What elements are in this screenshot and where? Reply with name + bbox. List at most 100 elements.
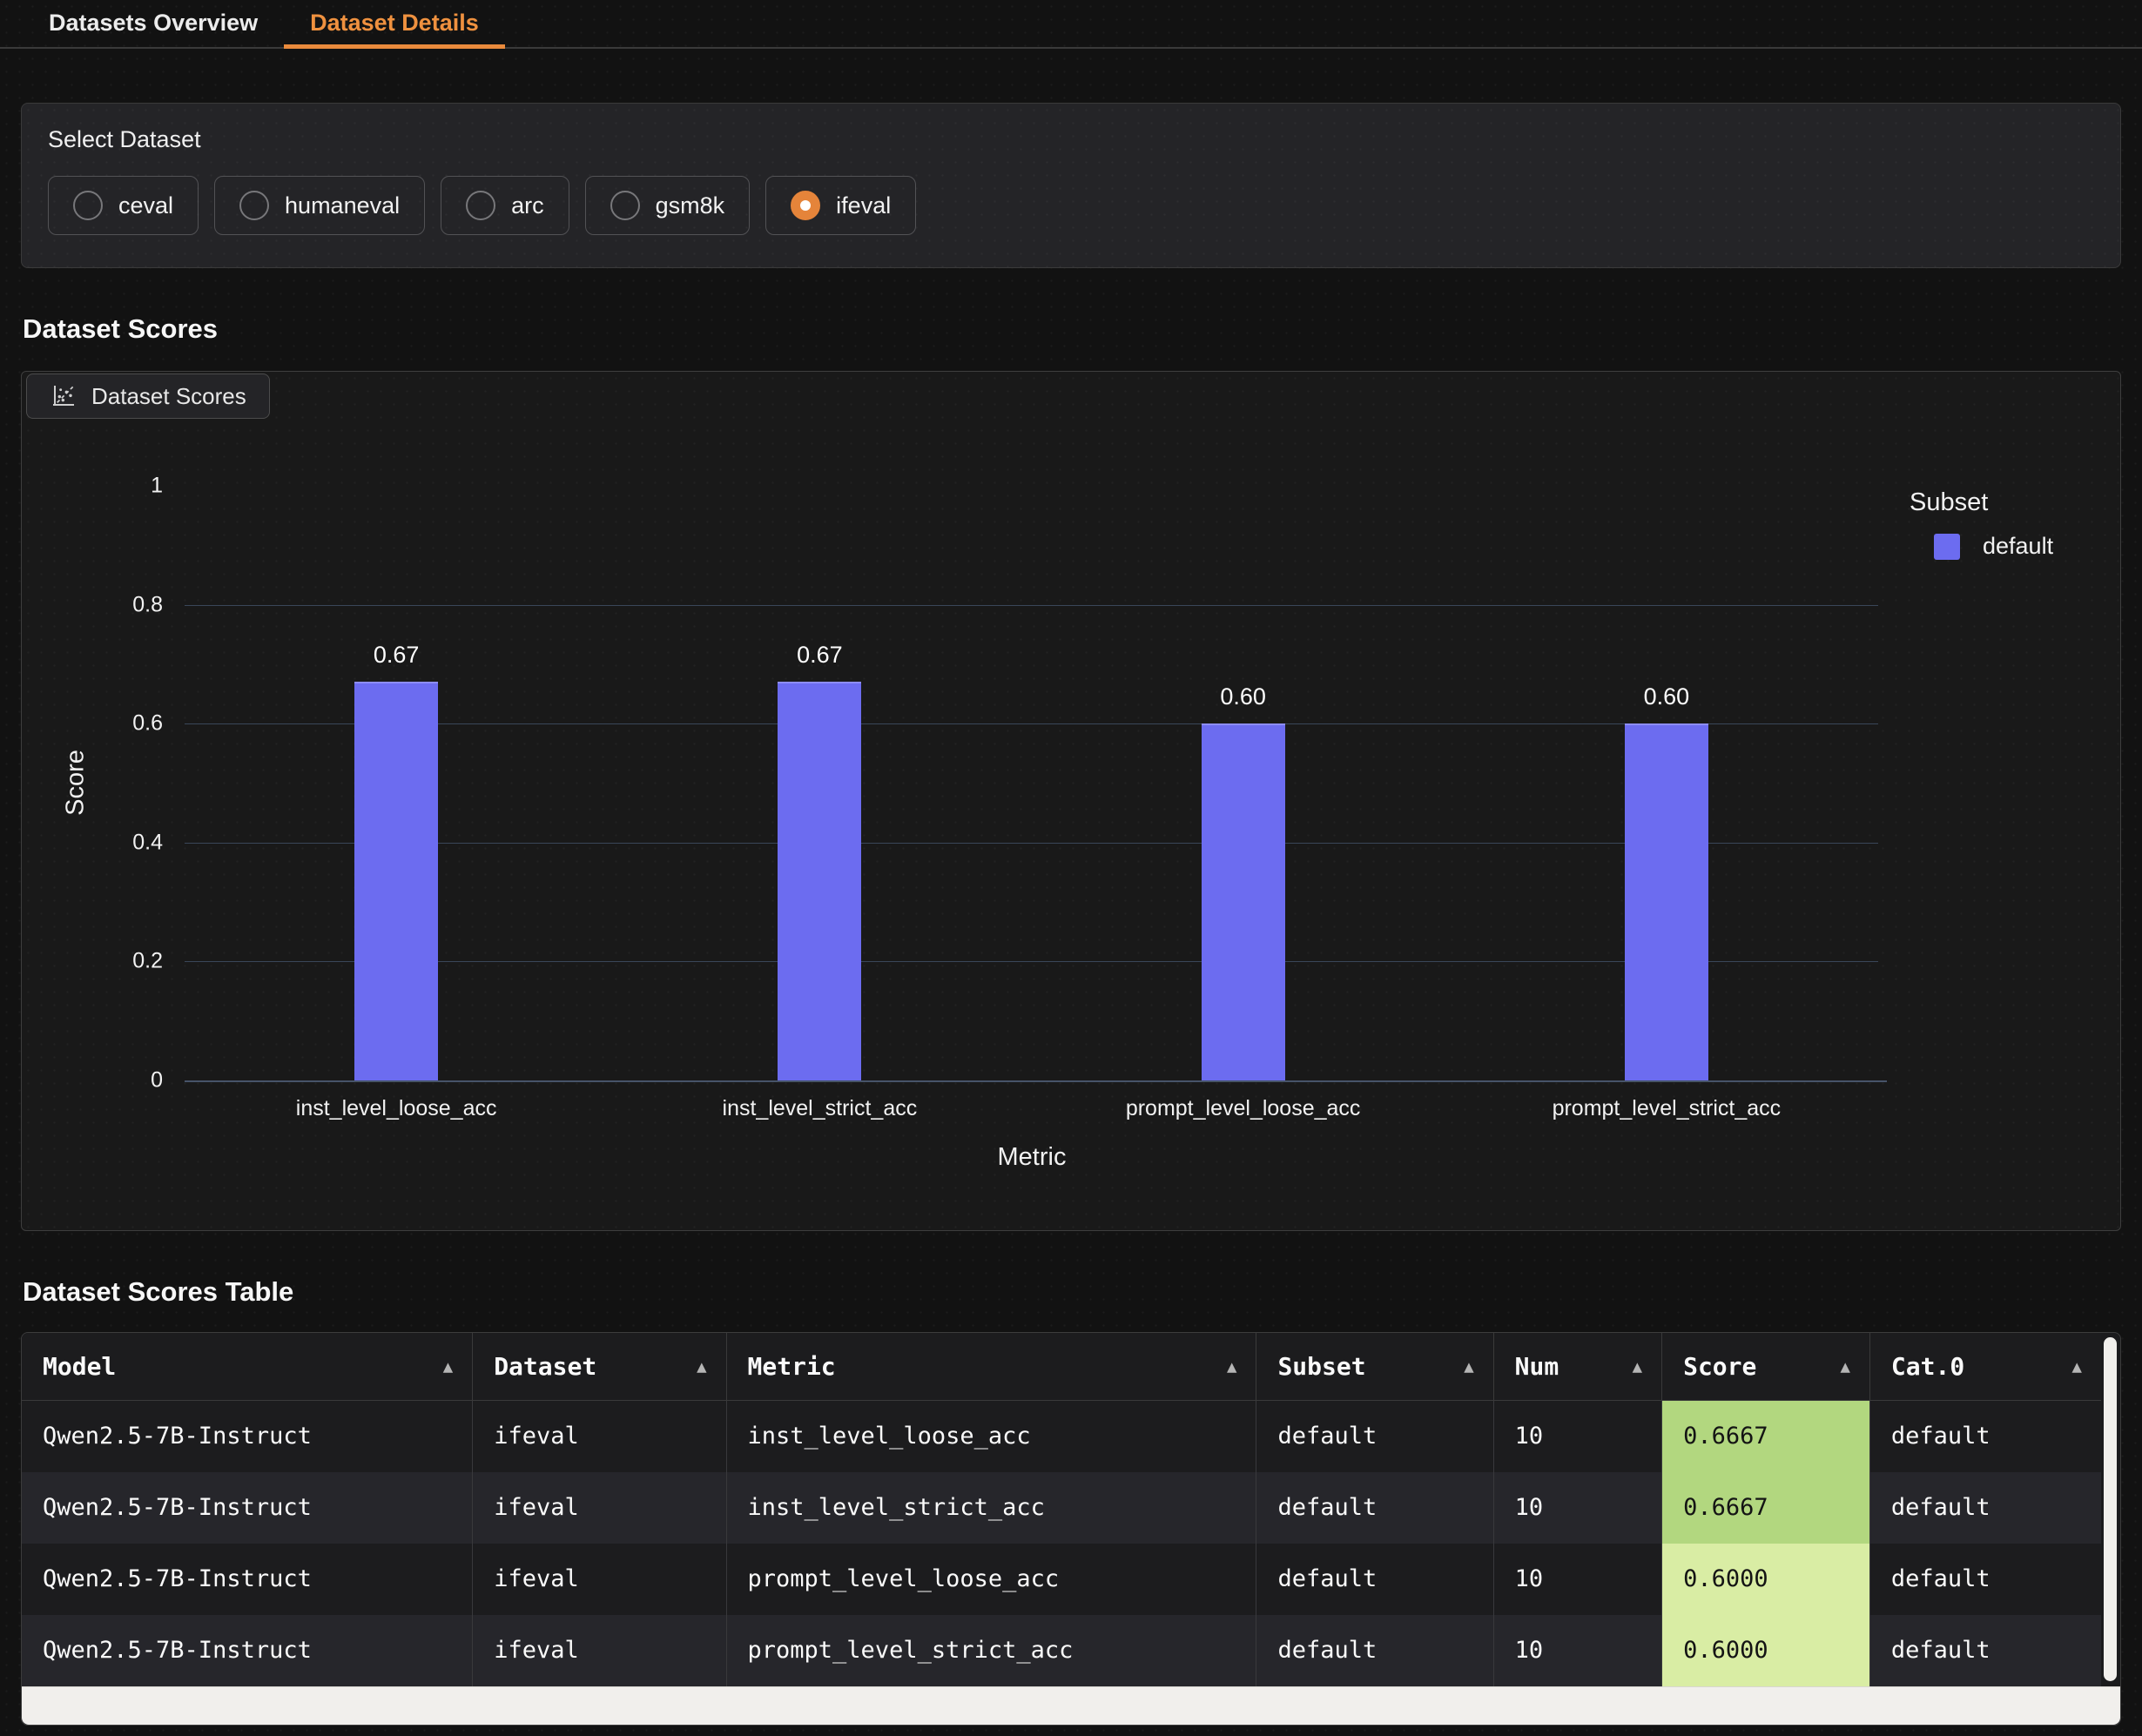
select-dataset-panel: Select Dataset cevalhumanevalarcgsm8kife… [21, 103, 2121, 268]
table-cell: ifeval [473, 1472, 726, 1544]
y-tick-label: 1 [84, 474, 163, 499]
table-cell: ifeval [473, 1615, 726, 1686]
bar-prompt_level_strict_acc[interactable] [1625, 723, 1708, 1080]
table-cell: default [1256, 1544, 1493, 1615]
radio-circle-icon [466, 191, 495, 220]
table-cell: prompt_level_strict_acc [727, 1615, 1257, 1686]
y-tick-label: 0.8 [84, 592, 163, 617]
legend-entry-default[interactable]: default [1910, 533, 2053, 560]
table-cell: Qwen2.5-7B-Instruct [22, 1615, 473, 1686]
radio-circle-icon [791, 191, 820, 220]
table-header-row: Model▲Dataset▲Metric▲Subset▲Num▲Score▲Ca… [22, 1333, 2101, 1401]
column-header-label: Score [1683, 1333, 1756, 1401]
column-header-label: Metric [748, 1333, 836, 1401]
chart-legend: Subset default [1910, 488, 2053, 560]
column-header-label: Cat.0 [1891, 1333, 1964, 1401]
x-tick-label: prompt_level_strict_acc [1458, 1096, 1876, 1121]
radio-circle-icon [73, 191, 103, 220]
sort-arrow-icon[interactable]: ▲ [2072, 1333, 2082, 1401]
column-header-metric[interactable]: Metric ▲ [727, 1333, 1257, 1401]
table-cell: Qwen2.5-7B-Instruct [22, 1544, 473, 1615]
table-header-cells: Model▲Dataset▲Metric▲Subset▲Num▲Score▲Ca… [22, 1333, 2101, 1401]
column-header-label: Subset [1277, 1333, 1365, 1401]
column-header-dataset[interactable]: Dataset▲ [473, 1333, 726, 1401]
x-axis-title: Metric [998, 1143, 1067, 1172]
column-header-num[interactable]: Num ▲ [1494, 1333, 1662, 1401]
table-cell: default [1256, 1615, 1493, 1686]
sort-arrow-icon[interactable]: ▲ [443, 1333, 453, 1401]
table-cell: 10 [1494, 1615, 1662, 1686]
score-cell: 0.6000 [1662, 1615, 1870, 1686]
dataset-radio-group: ceval humaneval arc gsm8k ifeval [48, 176, 2094, 235]
score-cell: 0.6667 [1662, 1401, 1870, 1472]
chart-tab-dataset-scores[interactable]: Dataset Scores [26, 373, 270, 419]
scatter-chart-icon [50, 382, 77, 410]
sort-arrow-icon[interactable]: ▲ [1227, 1333, 1236, 1401]
y-tick-label: 0.6 [84, 711, 163, 737]
table-cell: Qwen2.5-7B-Instruct [22, 1401, 473, 1472]
x-tick-label: inst_level_loose_acc [187, 1096, 605, 1121]
sort-arrow-icon[interactable]: ▲ [1464, 1333, 1473, 1401]
horizontal-scrollbar[interactable] [22, 1686, 2120, 1725]
radio-label: ifeval [836, 192, 891, 219]
x-axis-line [185, 1080, 1887, 1082]
table-cell: ifeval [473, 1544, 726, 1615]
legend-entries: default [1910, 533, 2053, 560]
bar-value-label: 0.67 [344, 642, 448, 669]
column-header-score[interactable]: Score ▲ [1662, 1333, 1870, 1401]
sort-arrow-icon[interactable]: ▲ [697, 1333, 706, 1401]
table-cell: prompt_level_loose_acc [727, 1544, 1257, 1615]
table-cell: inst_level_strict_acc [727, 1472, 1257, 1544]
table-cell: 10 [1494, 1472, 1662, 1544]
table-cell: default [1256, 1472, 1493, 1544]
table-cell: inst_level_loose_acc [727, 1401, 1257, 1472]
bar-value-label: 0.67 [767, 642, 872, 669]
gridline [185, 605, 1878, 606]
vertical-scrollbar[interactable] [2104, 1337, 2117, 1681]
dataset-radio-humaneval[interactable]: humaneval [214, 176, 425, 235]
column-header-label: Model [43, 1333, 116, 1401]
y-tick-label: 0.2 [84, 949, 163, 974]
tab-bar: Datasets OverviewDataset Details [0, 0, 2142, 49]
column-header-label: Num [1515, 1333, 1559, 1401]
y-axis-title: Score [62, 750, 91, 816]
table-cell: Qwen2.5-7B-Instruct [22, 1472, 473, 1544]
radio-label: humaneval [285, 192, 400, 219]
x-tick-label: prompt_level_loose_acc [1034, 1096, 1452, 1121]
table-cell: default [1870, 1544, 2101, 1615]
table-cell: 10 [1494, 1401, 1662, 1472]
table-row: Qwen2.5-7B-Instructifevalprompt_level_lo… [22, 1544, 2101, 1615]
table-cell: default [1870, 1615, 2101, 1686]
score-cell: 0.6000 [1662, 1544, 1870, 1615]
dataset-scores-chart-panel: Dataset Scores Score Metric Subset defau… [21, 371, 2121, 1231]
radio-label: arc [511, 192, 544, 219]
sort-arrow-icon[interactable]: ▲ [1840, 1333, 1849, 1401]
tab-dataset-details[interactable]: Dataset Details [284, 1, 505, 49]
legend-title: Subset [1910, 488, 2053, 517]
dataset-radio-ceval[interactable]: ceval [48, 176, 199, 235]
dataset-radio-ifeval[interactable]: ifeval [765, 176, 916, 235]
bar-prompt_level_loose_acc[interactable] [1202, 723, 1285, 1080]
sort-arrow-icon[interactable]: ▲ [1633, 1333, 1642, 1401]
legend-swatch [1934, 534, 1960, 560]
table-cell: 10 [1494, 1544, 1662, 1615]
bar-inst_level_loose_acc[interactable] [354, 682, 438, 1080]
score-cell: 0.6667 [1662, 1472, 1870, 1544]
table-row: Qwen2.5-7B-Instructifevalinst_level_loos… [22, 1401, 2101, 1472]
column-header-cat-0[interactable]: Cat.0 ▲ [1870, 1333, 2101, 1401]
legend-entry-label: default [1983, 533, 2053, 560]
chart-tab-label: Dataset Scores [91, 383, 246, 410]
column-header-model[interactable]: Model ▲ [22, 1333, 473, 1401]
radio-circle-icon [610, 191, 640, 220]
table-cell: ifeval [473, 1401, 726, 1472]
bar-inst_level_strict_acc[interactable] [778, 682, 861, 1080]
table-cell: default [1870, 1401, 2101, 1472]
bar-value-label: 0.60 [1614, 683, 1719, 710]
table-cell: default [1256, 1401, 1493, 1472]
y-tick-label: 0.4 [84, 830, 163, 855]
radio-label: ceval [118, 192, 173, 219]
dataset-radio-arc[interactable]: arc [441, 176, 569, 235]
tab-datasets-overview[interactable]: Datasets Overview [23, 1, 284, 49]
dataset-radio-gsm8k[interactable]: gsm8k [585, 176, 751, 235]
column-header-subset[interactable]: Subset ▲ [1256, 1333, 1493, 1401]
